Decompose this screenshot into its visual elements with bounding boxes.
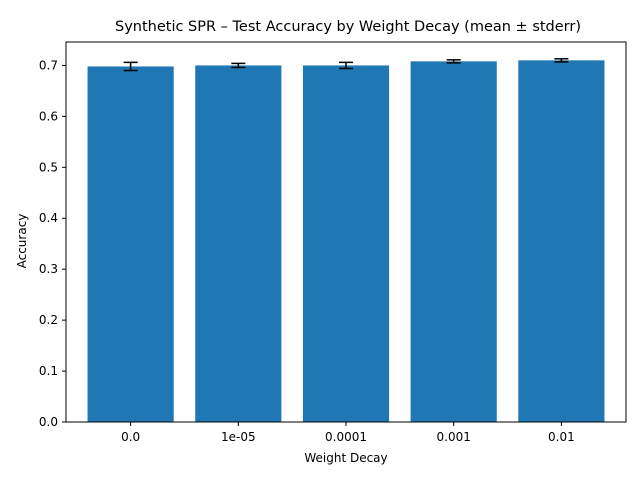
y-axis-ticks: 0.0 0.1 0.2 0.3 0.4 0.5 0.6 0.7 xyxy=(39,58,66,429)
y-tick-label: 0.3 xyxy=(39,262,58,276)
x-tick-label: 0.0 xyxy=(121,430,140,444)
x-tick-label: 1e-05 xyxy=(221,430,256,444)
chart-title: Synthetic SPR – Test Accuracy by Weight … xyxy=(115,19,581,35)
error-bar-1 xyxy=(231,62,246,69)
error-bar-4 xyxy=(554,58,569,63)
error-bar-3 xyxy=(446,59,461,64)
error-bar-0 xyxy=(123,61,138,72)
bars-group xyxy=(87,60,605,423)
y-axis-label: Accuracy xyxy=(15,214,29,269)
y-tick-label: 0.7 xyxy=(39,58,58,72)
bar-3 xyxy=(410,61,497,422)
x-tick-label: 0.001 xyxy=(437,430,471,444)
y-tick-label: 0.2 xyxy=(39,313,58,327)
bar-1 xyxy=(195,65,282,422)
y-tick-label: 0.1 xyxy=(39,364,58,378)
y-tick-label: 0.6 xyxy=(39,109,58,123)
y-tick-label: 0.4 xyxy=(39,211,58,225)
y-tick-label: 0.0 xyxy=(39,415,58,429)
x-axis-label: Weight Decay xyxy=(304,451,387,465)
bar-4 xyxy=(518,60,605,423)
error-bars-group xyxy=(123,58,569,72)
x-axis-ticks: 0.0 1e-05 0.0001 0.001 0.01 xyxy=(121,422,575,444)
y-tick-label: 0.5 xyxy=(39,160,58,174)
bar-2 xyxy=(302,65,390,422)
error-bar-2 xyxy=(339,61,353,70)
x-tick-label: 0.01 xyxy=(548,430,575,444)
x-tick-label: 0.0001 xyxy=(325,430,367,444)
bar-0 xyxy=(87,66,174,422)
